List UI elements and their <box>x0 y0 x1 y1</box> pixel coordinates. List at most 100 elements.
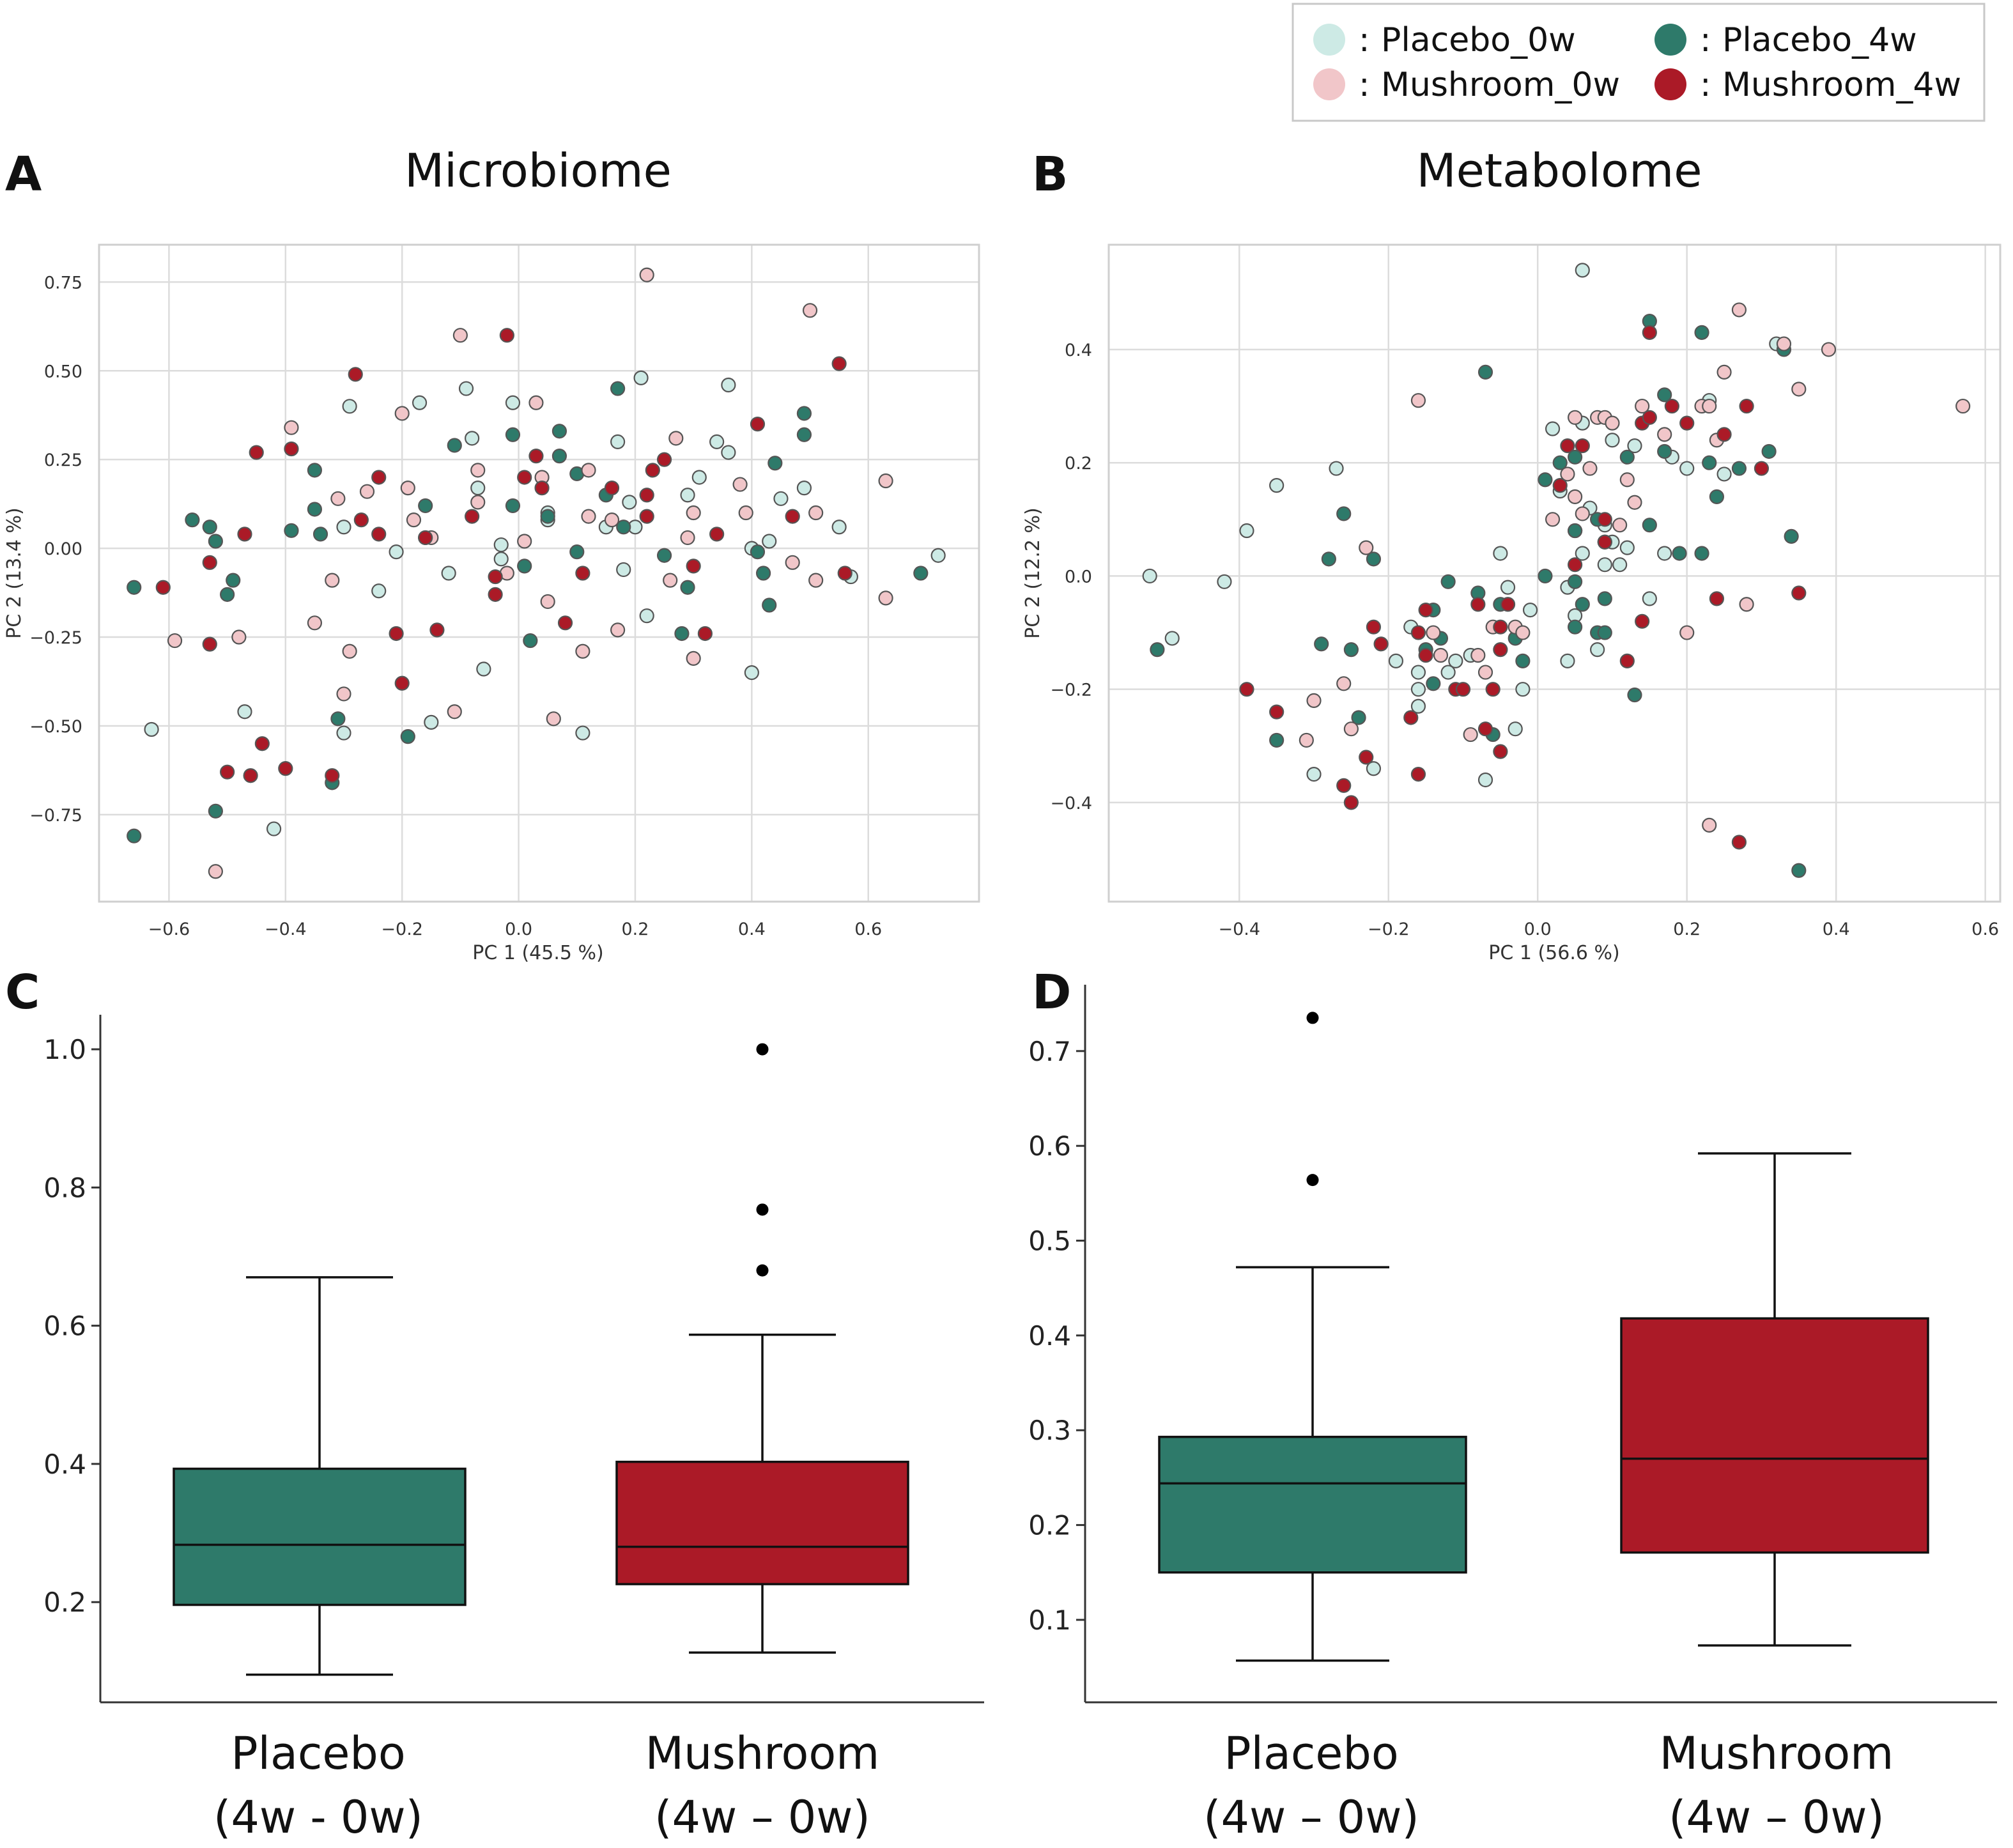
panel-a-point-mushroom-4w <box>499 328 514 343</box>
panel-a-point-mushroom-0w <box>517 534 532 549</box>
panel-b-point-mushroom-0w <box>1575 506 1590 521</box>
panel-a-point-mushroom-0w <box>581 463 596 478</box>
panel-a-point-placebo-0w <box>441 566 456 581</box>
panel-a-y-tick-label: 0.75 <box>44 273 82 293</box>
panel-a-point-mushroom-4w <box>394 675 410 691</box>
legend: : Placebo_0w : Placebo_4w : Mushroom_0w … <box>1292 3 1986 122</box>
panel-b-point-placebo-0w <box>1642 591 1657 606</box>
panel-b-point-mushroom-0w <box>1545 512 1561 527</box>
legend-colon-placebo-4w: : <box>1700 21 1711 59</box>
panel-b-point-mushroom-4w <box>1560 438 1575 454</box>
panel-b-point-mushroom-4w <box>1709 591 1725 606</box>
panel-a-x-tick-label: 0.0 <box>505 920 532 939</box>
legend-label-mushroom-0w: Mushroom_0w <box>1381 66 1620 104</box>
panel-a-point-placebo-0w <box>721 445 736 460</box>
panel-c: C 0.2 0.4 0.6 0.8 1.0 Placebo (4w - 0w) Mush… <box>5 965 984 1844</box>
panel-a-point-mushroom-4w <box>517 470 532 485</box>
panel-b-point-mushroom-0w <box>1336 676 1352 691</box>
panel-a-point-mushroom-4w <box>353 512 369 528</box>
panel-a-point-placebo-0w <box>744 665 759 681</box>
panel-a-point-mushroom-0w <box>452 328 468 343</box>
panel-a-point-mushroom-0w <box>732 477 748 492</box>
panel-b-point-mushroom-0w <box>1605 415 1620 431</box>
panel-a-x-tick-label: −0.2 <box>381 920 423 939</box>
panel-d-category-mushroom-line1: Mushroom <box>1660 1727 1894 1780</box>
panel-a-point-mushroom-0w <box>639 267 654 282</box>
panel-b-point-mushroom-0w <box>1560 466 1575 482</box>
panel-b-point-placebo-4w <box>1731 461 1747 476</box>
panel-a-point-placebo-0w <box>476 661 491 677</box>
panel-d: D 0.1 0.2 0.3 0.4 0.5 0.6 0.7 Placebo (4w – 0w… <box>1028 965 1997 1844</box>
panel-b-letter: B <box>1032 147 1068 202</box>
panel-b-point-mushroom-4w <box>1716 427 1732 442</box>
panel-b-point-placebo-4w <box>1597 625 1612 640</box>
panel-a-point-mushroom-4w <box>557 615 573 631</box>
panel-a-point-placebo-4w <box>755 566 771 581</box>
panel-b-point-placebo-0w <box>1522 603 1538 618</box>
panel-b-point-mushroom-4w <box>1359 750 1374 765</box>
panel-b-point-placebo-0w <box>1329 461 1344 476</box>
panel-a-y-axis-label: PC 2 (13.4 %) <box>3 507 26 638</box>
panel-b-point-mushroom-0w <box>1821 342 1837 357</box>
legend-label-placebo-0w: Placebo_0w <box>1381 21 1576 59</box>
panel-a-point-placebo-4w <box>127 580 142 595</box>
panel-a-point-placebo-4w <box>540 509 555 524</box>
panel-b-point-mushroom-4w <box>1731 835 1747 850</box>
panel-a-point-placebo-0w <box>633 370 649 385</box>
panel-a-point-mushroom-0w <box>167 633 183 649</box>
panel-a-point-mushroom-0w <box>686 505 701 521</box>
panel-b-point-placebo-0w <box>1410 665 1426 680</box>
panel-b-point-mushroom-4w <box>1642 325 1657 340</box>
panel-b-point-mushroom-0w <box>1306 693 1322 708</box>
panel-b-point-mushroom-4w <box>1470 597 1486 612</box>
panel-b-point-placebo-4w <box>1366 551 1382 567</box>
panel-a-y-tick-label: 0.50 <box>44 362 82 381</box>
panel-b-point-mushroom-0w <box>1716 364 1732 380</box>
panel-b-point-placebo-0w <box>1366 761 1382 776</box>
panel-a-point-mushroom-0w <box>307 615 323 631</box>
panel-b-y-tick-label: 0.2 <box>1065 454 1092 474</box>
panel-a-y-tick-label: −0.50 <box>29 717 82 737</box>
panel-a-point-placebo-4w <box>551 424 567 439</box>
panel-a-point-mushroom-4w <box>831 356 847 371</box>
panel-b-point-mushroom-0w <box>1657 427 1672 442</box>
panel-a-point-placebo-4w <box>400 729 415 744</box>
panel-b-point-mushroom-0w <box>1515 625 1531 640</box>
panel-b-point-mushroom-4w <box>1754 461 1770 476</box>
panel-a-point-placebo-4w <box>680 580 695 595</box>
panel-a-point-placebo-4w <box>202 520 217 535</box>
panel-a-point-placebo-0w <box>575 725 590 741</box>
legend-marker-mushroom-0w <box>1313 68 1345 100</box>
panel-b-point-placebo-4w <box>1694 325 1709 340</box>
panel-b-y-tick-label: 0.0 <box>1065 567 1092 587</box>
panel-b-point-placebo-4w <box>1627 687 1642 703</box>
panel-a-point-placebo-0w <box>371 583 387 599</box>
panel-b-point-placebo-0w <box>1575 546 1590 561</box>
panel-a-point-placebo-0w <box>616 562 631 578</box>
panel-d-y-ticks: 0.1 0.2 0.3 0.4 0.5 0.6 0.7 <box>1028 1036 1085 1636</box>
panel-d-y-tick-label: 0.4 <box>1028 1320 1071 1351</box>
panel-b-point-placebo-4w <box>1784 528 1799 544</box>
panel-b-x-tick-label: 0.2 <box>1673 920 1701 939</box>
panel-b-point-placebo-0w <box>1627 438 1642 454</box>
panel-a-point-placebo-4w <box>208 534 223 549</box>
panel-d-boxes <box>1158 1012 1929 1662</box>
panel-b-point-mushroom-4w <box>1500 597 1516 612</box>
panel-d-category-mushroom-line2: (4w – 0w) <box>1669 1791 1885 1844</box>
panel-a-point-placebo-4w <box>656 548 672 563</box>
panel-b-point-placebo-0w <box>1545 421 1561 436</box>
panel-b: B Metabolome −0.4 −0.2 0.0 0.2 0.4 0.6 −0.4−0… <box>1022 144 2001 964</box>
panel-b-point-placebo-0w <box>1605 433 1620 448</box>
panel-a-point-mushroom-0w <box>802 303 818 318</box>
panel-a-point-placebo-0w <box>266 821 282 836</box>
panel-a-point-placebo-0w <box>762 534 777 549</box>
panel-a-x-tick-label: −0.4 <box>265 920 307 939</box>
panel-a-point-mushroom-4w <box>429 622 445 638</box>
panel-a-point-mushroom-4w <box>686 558 701 574</box>
panel-a-point-mushroom-4w <box>155 580 171 595</box>
panel-b-point-mushroom-0w <box>1568 410 1583 425</box>
panel-d-mushroom-box <box>1620 1317 1929 1554</box>
panel-a: A Microbiome −0.6 −0.4 −0.2 0.0 0.2 0.4 0.6 −0… <box>3 144 980 964</box>
panel-b-point-placebo-4w <box>1657 443 1672 459</box>
